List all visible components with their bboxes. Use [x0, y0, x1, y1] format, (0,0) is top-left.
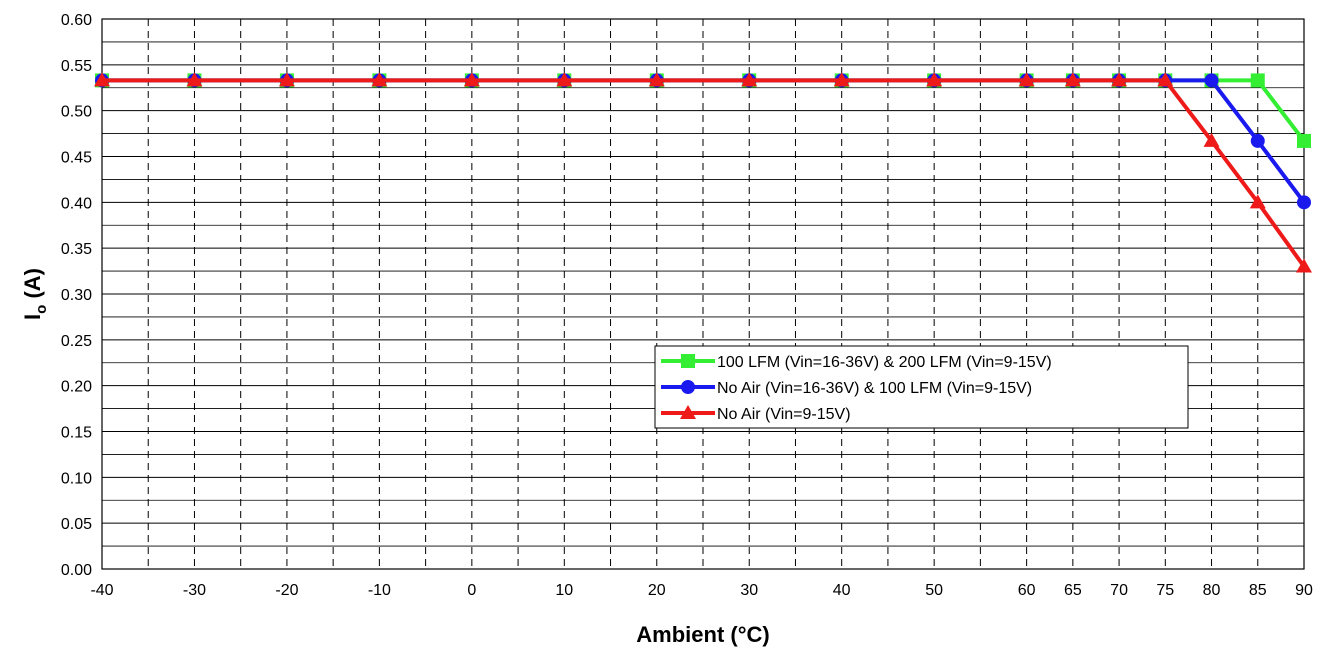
data-point	[278, 72, 295, 87]
y-tick-label: 0.25	[61, 333, 92, 350]
legend-item-1: 100 LFM (Vin=16-36V) & 200 LFM (Vin=9-15…	[661, 354, 1052, 371]
y-tick-label: 0.05	[61, 516, 92, 533]
x-tick-label: 10	[555, 582, 573, 599]
x-tick-label: 60	[1018, 582, 1036, 599]
data-point	[1204, 73, 1219, 88]
y-axis-title-subscript: o	[33, 305, 50, 314]
data-point	[1018, 72, 1035, 87]
data-point	[1296, 258, 1312, 273]
data-point	[186, 72, 203, 87]
data-point	[648, 72, 665, 87]
data-point	[1250, 133, 1265, 148]
legend: 100 LFM (Vin=16-36V) & 200 LFM (Vin=9-15…	[654, 345, 1189, 429]
data-point	[1157, 72, 1174, 87]
legend-box	[654, 345, 1189, 429]
y-tick-label: 0.35	[61, 241, 92, 258]
legend-marker	[681, 354, 695, 368]
y-tick-labels: 0.00 0.05 0.10 0.15 0.20 0.25 0.30 0.35 0.40 0.45…	[61, 12, 92, 579]
x-axis-title: Ambient (°C)	[636, 622, 769, 647]
y-tick-label: 0.45	[61, 150, 92, 167]
y-tick-label: 0.50	[61, 104, 92, 121]
y-tick-label: 0.00	[61, 562, 92, 579]
data-point	[556, 72, 573, 87]
x-tick-label: -30	[183, 582, 206, 599]
y-tick-label: 0.40	[61, 195, 92, 212]
legend-item-2: No Air (Vin=16-36V) & 100 LFM (Vin=9-15V…	[661, 380, 1032, 397]
x-tick-label: 65	[1064, 582, 1082, 599]
x-tick-labels: -40 -30 -20 -10 0 10 20 30 40 50 60 65 70 75 80 85 90	[90, 582, 1313, 599]
x-tick-label: 20	[648, 582, 666, 599]
x-tick-label: 90	[1295, 582, 1313, 599]
legend-marker	[681, 380, 695, 394]
x-tick-label: 80	[1203, 582, 1221, 599]
x-tick-label: 30	[740, 582, 758, 599]
y-tick-label: 0.15	[61, 425, 92, 442]
x-tick-label: 50	[925, 582, 943, 599]
y-tick-label: 0.10	[61, 470, 92, 487]
x-tick-label: -40	[90, 582, 113, 599]
y-axis-title-unit: (A)	[20, 268, 45, 305]
legend-label: 100 LFM (Vin=16-36V) & 200 LFM (Vin=9-15…	[717, 354, 1052, 371]
y-tick-label: 0.20	[61, 379, 92, 396]
data-point	[463, 72, 480, 87]
grid	[102, 19, 1304, 569]
data-point	[926, 72, 943, 87]
data-point	[1064, 72, 1081, 87]
data-point	[1203, 132, 1220, 147]
y-tick-label: 0.30	[61, 287, 92, 304]
data-point	[1249, 194, 1266, 209]
data-point	[94, 72, 110, 87]
y-axis-title: Io (A)	[20, 268, 50, 320]
legend-marker	[680, 405, 696, 419]
y-axis-title-main: I	[20, 314, 45, 320]
legend-label: No Air (Vin=9-15V)	[717, 406, 851, 423]
x-tick-label: -20	[275, 582, 298, 599]
legend-label: No Air (Vin=16-36V) & 100 LFM (Vin=9-15V…	[717, 380, 1032, 397]
data-point	[371, 72, 388, 87]
x-tick-label: 40	[833, 582, 851, 599]
y-tick-label: 0.60	[61, 12, 92, 29]
series-3	[94, 72, 1312, 273]
y-tick-label: 0.55	[61, 58, 92, 75]
data-point	[833, 72, 850, 87]
legend-item-3: No Air (Vin=9-15V)	[661, 405, 851, 423]
data-point	[1111, 72, 1128, 87]
data-point	[1297, 195, 1311, 210]
x-tick-label: 70	[1110, 582, 1128, 599]
data-point	[1250, 73, 1265, 88]
data-point	[741, 72, 758, 87]
x-tick-label: 75	[1156, 582, 1174, 599]
data-point	[1297, 133, 1311, 148]
x-tick-label: 85	[1249, 582, 1267, 599]
x-tick-label: -10	[368, 582, 391, 599]
x-tick-label: 0	[467, 582, 476, 599]
plot-area-frame	[101, 18, 1305, 570]
series-layer	[94, 72, 1312, 273]
